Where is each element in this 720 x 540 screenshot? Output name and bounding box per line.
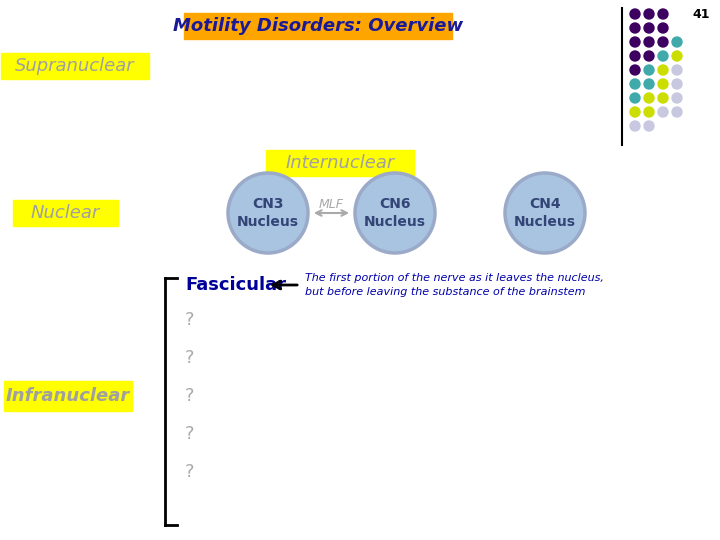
Circle shape	[644, 23, 654, 33]
FancyBboxPatch shape	[184, 13, 452, 39]
Text: CN3
Nucleus: CN3 Nucleus	[237, 197, 299, 228]
Circle shape	[630, 9, 640, 19]
Circle shape	[672, 37, 682, 47]
Circle shape	[672, 51, 682, 61]
FancyBboxPatch shape	[12, 200, 117, 226]
Text: Fascicular: Fascicular	[185, 276, 286, 294]
Circle shape	[658, 93, 668, 103]
Circle shape	[630, 93, 640, 103]
Text: 41: 41	[693, 8, 710, 21]
Circle shape	[630, 121, 640, 131]
Circle shape	[644, 37, 654, 47]
Text: Motility Disorders: Overview: Motility Disorders: Overview	[173, 17, 463, 35]
Text: Nuclear: Nuclear	[30, 204, 99, 222]
FancyBboxPatch shape	[1, 53, 149, 79]
Text: ?: ?	[185, 425, 194, 443]
Circle shape	[644, 51, 654, 61]
Circle shape	[644, 93, 654, 103]
Circle shape	[630, 37, 640, 47]
Circle shape	[630, 23, 640, 33]
Circle shape	[644, 65, 654, 75]
Circle shape	[658, 51, 668, 61]
Circle shape	[658, 23, 668, 33]
Circle shape	[672, 93, 682, 103]
Text: Infranuclear: Infranuclear	[6, 387, 130, 405]
Text: ?: ?	[185, 387, 194, 405]
Text: Internuclear: Internuclear	[285, 154, 395, 172]
Circle shape	[355, 173, 435, 253]
FancyBboxPatch shape	[266, 150, 414, 176]
Text: ?: ?	[185, 349, 194, 367]
Text: ?: ?	[185, 463, 194, 481]
Circle shape	[672, 65, 682, 75]
Circle shape	[630, 51, 640, 61]
Circle shape	[644, 9, 654, 19]
Text: CN4
Nucleus: CN4 Nucleus	[514, 197, 576, 228]
Circle shape	[658, 37, 668, 47]
Text: The first portion of the nerve as it leaves the nucleus,
but before leaving the : The first portion of the nerve as it lea…	[305, 273, 604, 296]
Circle shape	[644, 107, 654, 117]
Circle shape	[630, 107, 640, 117]
Circle shape	[630, 79, 640, 89]
Text: Supranuclear: Supranuclear	[15, 57, 135, 75]
Circle shape	[672, 107, 682, 117]
Circle shape	[505, 173, 585, 253]
Circle shape	[658, 65, 668, 75]
FancyBboxPatch shape	[4, 381, 132, 411]
Circle shape	[630, 65, 640, 75]
Circle shape	[658, 9, 668, 19]
Text: ?: ?	[185, 311, 194, 329]
Circle shape	[658, 79, 668, 89]
Circle shape	[644, 121, 654, 131]
Circle shape	[658, 107, 668, 117]
Circle shape	[228, 173, 308, 253]
Text: CN6
Nucleus: CN6 Nucleus	[364, 197, 426, 228]
Text: MLF: MLF	[319, 198, 344, 211]
Circle shape	[672, 79, 682, 89]
Circle shape	[644, 79, 654, 89]
